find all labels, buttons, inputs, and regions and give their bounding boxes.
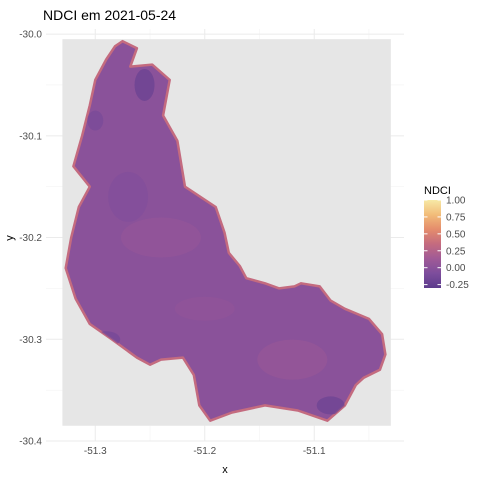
x-tick-label: -51.3 <box>84 446 107 457</box>
lake-raster <box>64 39 387 422</box>
legend: NDCI 1.00 0.75 0.50 0.25 0.00 -0.25 <box>424 185 469 291</box>
value-blotch <box>87 110 104 131</box>
y-axis-ticks: -30.0 -30.1 -30.2 -30.3 -30.4 <box>19 30 42 448</box>
x-tick-label: -51.1 <box>303 446 326 457</box>
legend-tick-label: 0.75 <box>446 212 466 223</box>
value-blotch <box>257 339 328 380</box>
plot-panel <box>46 29 404 442</box>
chart-title: NDCI em 2021-05-24 <box>43 7 176 23</box>
legend-ticks: 1.00 0.75 0.50 0.25 0.00 -0.25 <box>424 196 469 291</box>
y-tick-label: -30.4 <box>19 437 42 448</box>
y-tick-label: -30.3 <box>19 335 42 346</box>
value-blotch <box>316 396 345 415</box>
x-axis-title: x <box>222 464 228 476</box>
lake-value-blotches <box>87 68 345 415</box>
value-blotch <box>120 217 201 258</box>
x-tick-label: -51.2 <box>193 446 216 457</box>
value-blotch <box>174 296 235 321</box>
legend-tick-label: 0.50 <box>446 229 466 240</box>
y-tick-label: -30.1 <box>19 131 42 142</box>
legend-tick-label: 0.25 <box>446 246 466 257</box>
legend-tick-label: 0.00 <box>446 263 466 274</box>
y-tick-label: -30.2 <box>19 233 42 244</box>
x-axis-ticks: -51.3 -51.2 -51.1 <box>84 446 326 457</box>
legend-tick-label: -0.25 <box>446 280 469 291</box>
legend-title: NDCI <box>424 185 451 197</box>
value-blotch <box>134 68 155 101</box>
y-tick-label: -30.0 <box>19 30 42 41</box>
legend-colorbar <box>424 200 441 288</box>
legend-tick-label: 1.00 <box>446 196 466 207</box>
value-blotch <box>108 171 149 222</box>
y-axis-title: y <box>4 235 16 241</box>
